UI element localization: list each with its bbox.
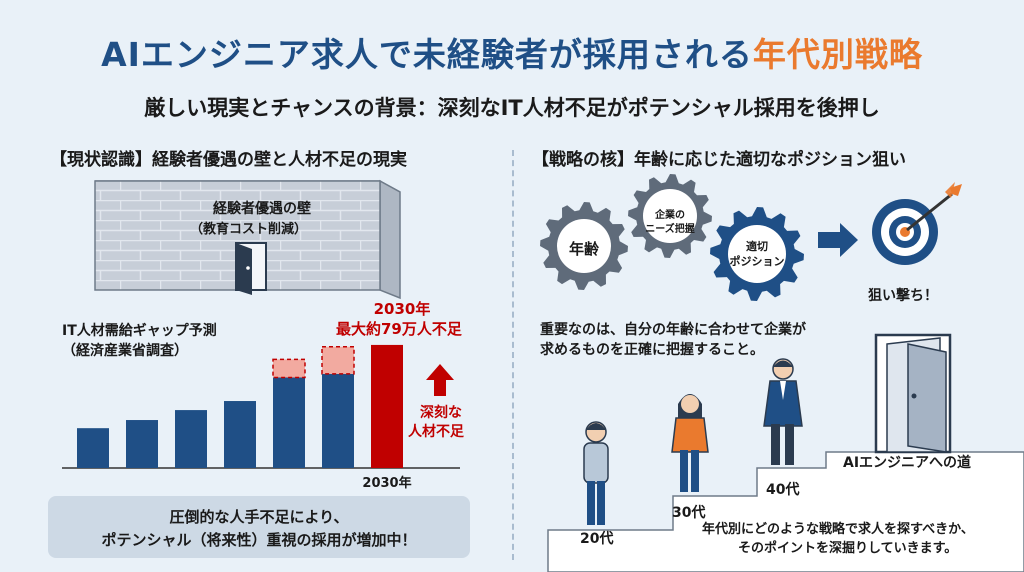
bar-1 [126,420,158,468]
person-30s-icon [671,394,709,492]
insight-line-1: 重要なのは、自分の年齢に合わせて企業が [540,322,806,338]
title-highlight: 年代別戦略 [752,35,923,74]
wall-door-icon [235,242,267,295]
annotation-value: 最大約79万人不足 [336,320,462,338]
bar-0 [77,428,109,468]
arrow-right-icon [818,223,858,257]
gap-bar-4 [272,358,306,379]
closing-line-1: 年代別にどのような戦略で求人を探すべきか、 [702,522,974,537]
person-40s-icon [763,358,803,465]
gear-position-label-1: 適切 [746,240,768,253]
bar-3 [224,401,256,468]
career-stairs [547,451,1024,572]
title-main: AIエンジニア求人で未経験者が採用される [101,35,753,74]
gear-needs-label-2: ニーズ把握 [645,224,695,235]
left-section-heading: 【現状認識】経験者優遇の壁と人材不足の現実 [50,150,407,170]
gear-position-icon-center [728,225,786,283]
wall-title: 経験者優遇の壁 [213,201,311,217]
gear-position-label-2: ポジション [729,255,785,268]
experience-wall [94,179,401,300]
gear-age-label: 年齢 [568,240,599,258]
bar-4 [273,377,305,468]
gear-needs-icon-center [643,189,697,243]
gap-bar-5 [321,345,355,375]
target-label: 狙い撃ち！ [868,288,938,304]
annotation-year: 2030年 [373,300,431,318]
step-label-20s: 20代 [580,531,614,547]
insight-line-2: 求めるものを正確に把握すること。 [540,342,764,358]
callout-line-2: ポテンシャル（将来性）重視の採用が増加中！ [101,531,417,549]
road-label: AIエンジニアへの道 [843,455,972,471]
right-section-heading: 【戦略の核】年齢に応じた適切なポジション狙い [532,150,906,170]
callout-line-1: 圧倒的な人手不足により、 [169,508,349,526]
bar-6 [371,344,403,468]
sparkle-icon: ✦ [1000,544,1016,565]
arrow-label-2: 人材不足 [408,424,464,440]
step-label-30s: 30代 [672,505,706,521]
open-door-icon [874,333,952,454]
arrow-label-1: 深刻な [420,405,462,421]
up-arrow-icon [426,364,454,396]
x-tick-label-6: 2030年 [362,476,412,491]
gear-age-icon-center [557,219,611,273]
gear-needs-label-1: 企業の [655,210,685,221]
wall-subtitle: （教育コスト削減） [190,222,308,237]
demand-gap-chart [77,344,403,468]
page-title: AIエンジニア求人で未経験者が採用される年代別戦略 [0,28,1024,76]
callout-box: 圧倒的な人手不足により、 ポテンシャル（将来性）重視の採用が増加中！ [48,496,470,558]
section-divider [512,150,514,560]
page-subtitle: 厳しい現実とチャンスの背景：深刻なIT人材不足がポテンシャル採用を後押し [144,96,880,120]
target-icon [872,182,962,265]
chart-title-1: IT人材需給ギャップ予測 [62,323,217,339]
step-label-40s: 40代 [766,482,800,498]
closing-line-2: そのポイントを深掘りしていきます。 [738,541,958,556]
chart-title-2: （経済産業省調査） [62,343,188,359]
bar-5 [322,373,354,468]
person-20s-icon [583,421,609,525]
bar-2 [175,410,207,468]
